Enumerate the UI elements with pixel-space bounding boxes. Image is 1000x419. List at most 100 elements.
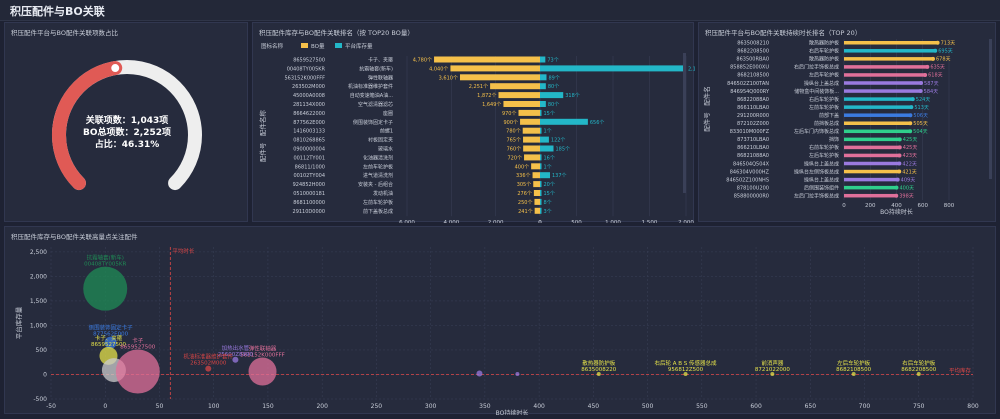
- tick-1: 200: [865, 203, 876, 209]
- point-11: [683, 371, 688, 376]
- tick-x-0: -50: [46, 403, 56, 410]
- label-bo-17: 241个: [518, 209, 533, 215]
- tick-x-15: 700: [859, 403, 871, 410]
- bar-10: [844, 121, 911, 125]
- label-19: 398天: [899, 193, 914, 199]
- point-label-14: 右后车轮护板: [902, 359, 936, 367]
- label-stock-6: 15个: [544, 111, 555, 117]
- bar-13: [844, 145, 900, 150]
- point-label-2: 卡子、夹箍: [95, 334, 123, 342]
- row-name-8: 左前车轮护板: [809, 104, 839, 111]
- label-6: 584天: [924, 89, 939, 95]
- bar-stock-11: [540, 154, 542, 161]
- row-name-10: 前挡板总成: [814, 120, 839, 127]
- mark-label-x: 平均时长: [172, 247, 195, 255]
- row-name-17: 前下盖板总成: [363, 208, 393, 215]
- row-part-1: 00408TY005KR: [287, 66, 326, 72]
- label-bo-0: 4,780个: [413, 58, 432, 64]
- label-bo-1: 4,040个: [429, 66, 448, 72]
- axis-label-parts: 配件号 配件名称: [258, 110, 267, 163]
- bar-0: [844, 41, 938, 45]
- row-part-6: 8664622000: [293, 111, 325, 117]
- row-part-4: 45000A0008: [293, 93, 325, 99]
- bar-cap-11: [908, 129, 913, 134]
- row-name-19: 左后门拉手饰板总成: [794, 192, 839, 199]
- bar-6: [844, 89, 921, 93]
- bar-bo-13: [532, 172, 540, 179]
- row-part-5: 846502Z100TAN: [727, 81, 769, 87]
- row-name-16: 左前车轮护板: [363, 199, 393, 206]
- label-14: 423天: [903, 153, 918, 159]
- row-name-17: 操纵台上盖总成: [804, 176, 839, 183]
- gauge-panel: 积压配件平台与BO配件关联项数占比 关联项数：1,043项 BO总项数：2,252…: [4, 22, 248, 222]
- tick-right-3: 1,500: [642, 220, 658, 223]
- bo-rank-title: 积压配件库存与BO配件关联排名（按 TOP20 BO量）: [259, 29, 414, 37]
- row-part-2: 863500RBA0: [736, 57, 769, 63]
- row-part-19: 858800000R0: [734, 193, 769, 199]
- row-name-12: 挡饰: [829, 136, 839, 143]
- row-name-14: 左后车轮护板: [809, 152, 839, 159]
- label-bo-14: 305个: [517, 182, 532, 188]
- row-name-9: 前部下盖: [819, 112, 839, 119]
- row-part-16: 8681100000: [293, 200, 325, 206]
- label-stock-0: 73个: [547, 58, 558, 64]
- tick-x-1: 0: [103, 403, 107, 410]
- gauge-line-2: 占比：46.31%: [95, 138, 160, 150]
- row-part-1: 8682208500: [737, 49, 769, 55]
- point-code-11: 956812Z500: [668, 367, 704, 373]
- row-name-3: 机油标准器维护套件: [348, 83, 393, 90]
- gauge-fill: [52, 61, 123, 191]
- scatter-panel: 积压配件库存与BO配件关联高量点关注配件 -500 0 500 1,000 1,500 2…: [4, 226, 996, 417]
- row-name-10: 玻璃水: [378, 146, 393, 153]
- label-stock-4: 318个: [565, 93, 580, 99]
- label-bo-13: 336个: [516, 173, 531, 179]
- bar-stock-8: [540, 127, 542, 134]
- row-part-15: 0510000181: [293, 191, 325, 197]
- scrollbar: [683, 53, 686, 193]
- row-part-3: 263502M000: [292, 84, 325, 90]
- point-label-11: 右后轮 A B S 传感器总成: [655, 359, 718, 367]
- bar-stock-4: [540, 92, 564, 99]
- bar-bo-0: [434, 56, 540, 63]
- bar-cap-8: [909, 105, 914, 110]
- tick-x-10: 450: [588, 403, 600, 410]
- bar-15: [844, 161, 900, 166]
- label-bo-7: 900个: [504, 120, 519, 126]
- bar-cap-17: [895, 177, 900, 182]
- row-name-12: 左前车轮护板: [363, 163, 393, 170]
- top-bar: 积压配件与BO关联: [0, 0, 1000, 21]
- bar-cap-10: [908, 121, 913, 126]
- label-bo-10: 760个: [507, 147, 522, 153]
- point-12: [770, 371, 775, 376]
- point-label-6: 加热出水管: [222, 344, 250, 352]
- label-13: 425天: [903, 145, 918, 151]
- row-part-12: 86811/1000: [295, 164, 325, 170]
- tick-0: 0: [842, 203, 846, 209]
- bar-cap-3: [925, 64, 930, 69]
- tick-left-2: 2,000: [488, 220, 504, 223]
- row-part-17: 846502Z100NHS: [726, 177, 769, 183]
- row-part-11: 833010M000FZ: [730, 129, 770, 135]
- row-part-0: 8659527500: [293, 58, 325, 64]
- row-name-9: 衬板固定夹: [368, 137, 393, 144]
- point-code-6: 25600Z8990: [218, 352, 254, 358]
- label-0: 713天: [941, 41, 956, 47]
- tick-right-0: 0: [538, 220, 542, 223]
- legend-swatch-bo: [301, 43, 308, 48]
- row-part-9: 0810268865: [293, 138, 325, 144]
- label-10: 505天: [913, 121, 928, 127]
- tick-right-4: 2,000: [678, 220, 694, 223]
- bar-12: [844, 137, 900, 142]
- row-part-5: 281134X000: [293, 102, 325, 108]
- tick-x-9: 400: [533, 403, 545, 410]
- point-4: [115, 349, 160, 394]
- tick-x-14: 650: [805, 403, 817, 410]
- bar-bo-5: [503, 101, 540, 107]
- legend-stock: 平台库存量: [345, 42, 373, 50]
- tick-4: 800: [944, 203, 955, 209]
- point-label-12: 前消声器: [761, 359, 784, 367]
- bar-cap-14: [897, 153, 902, 158]
- bar-1: [844, 49, 936, 53]
- row-name-11: 化油器清洗剂: [363, 154, 393, 161]
